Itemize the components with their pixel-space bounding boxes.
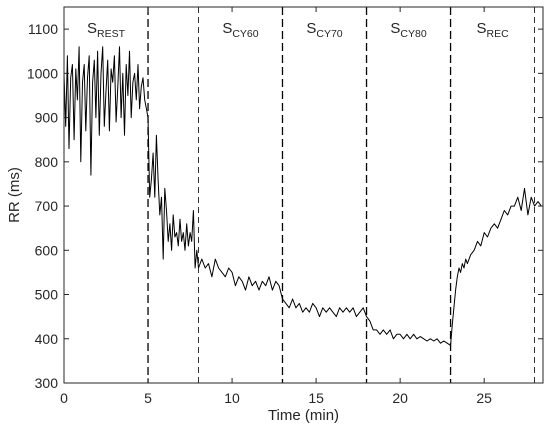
x-tick-label-10: 10 <box>224 390 240 406</box>
y-tick-label-900: 900 <box>35 110 59 126</box>
y-tick-label-1000: 1000 <box>27 65 58 81</box>
phase-boundary-lines <box>147 7 535 383</box>
x-axis-label: Time (min) <box>268 407 339 424</box>
y-tick-label-400: 400 <box>35 331 59 347</box>
x-tick-label-5: 5 <box>144 390 152 406</box>
rr-series-line <box>63 46 542 346</box>
plot-area-frame <box>63 6 544 384</box>
x-tick-label-25: 25 <box>476 390 492 406</box>
x-axis-ticks: 0 5 10 15 20 25 <box>60 7 492 406</box>
y-axis-label: RR (ms) <box>6 167 23 223</box>
y-tick-label-600: 600 <box>35 242 59 258</box>
y-tick-label-800: 800 <box>35 154 59 170</box>
x-tick-label-15: 15 <box>308 390 324 406</box>
phase-label-cy80: SCY80 <box>390 20 426 40</box>
y-tick-label-700: 700 <box>35 198 59 214</box>
phase-label-cy70: SCY70 <box>306 20 342 40</box>
y-tick-label-500: 500 <box>35 287 59 303</box>
phase-labels: SREST SCY60 SCY70 SCY80 SREC <box>87 20 509 40</box>
y-tick-label-1100: 1100 <box>28 21 58 37</box>
x-tick-label-20: 20 <box>392 390 408 406</box>
y-axis-ticks: 300 400 500 600 700 800 900 1000 1100 <box>27 21 543 391</box>
x-tick-label-0: 0 <box>60 390 68 406</box>
phase-label-rest: SREST <box>87 20 126 40</box>
y-tick-label-300: 300 <box>35 375 59 391</box>
phase-label-cy60: SCY60 <box>222 20 258 40</box>
phase-label-rec: SREC <box>476 20 509 40</box>
